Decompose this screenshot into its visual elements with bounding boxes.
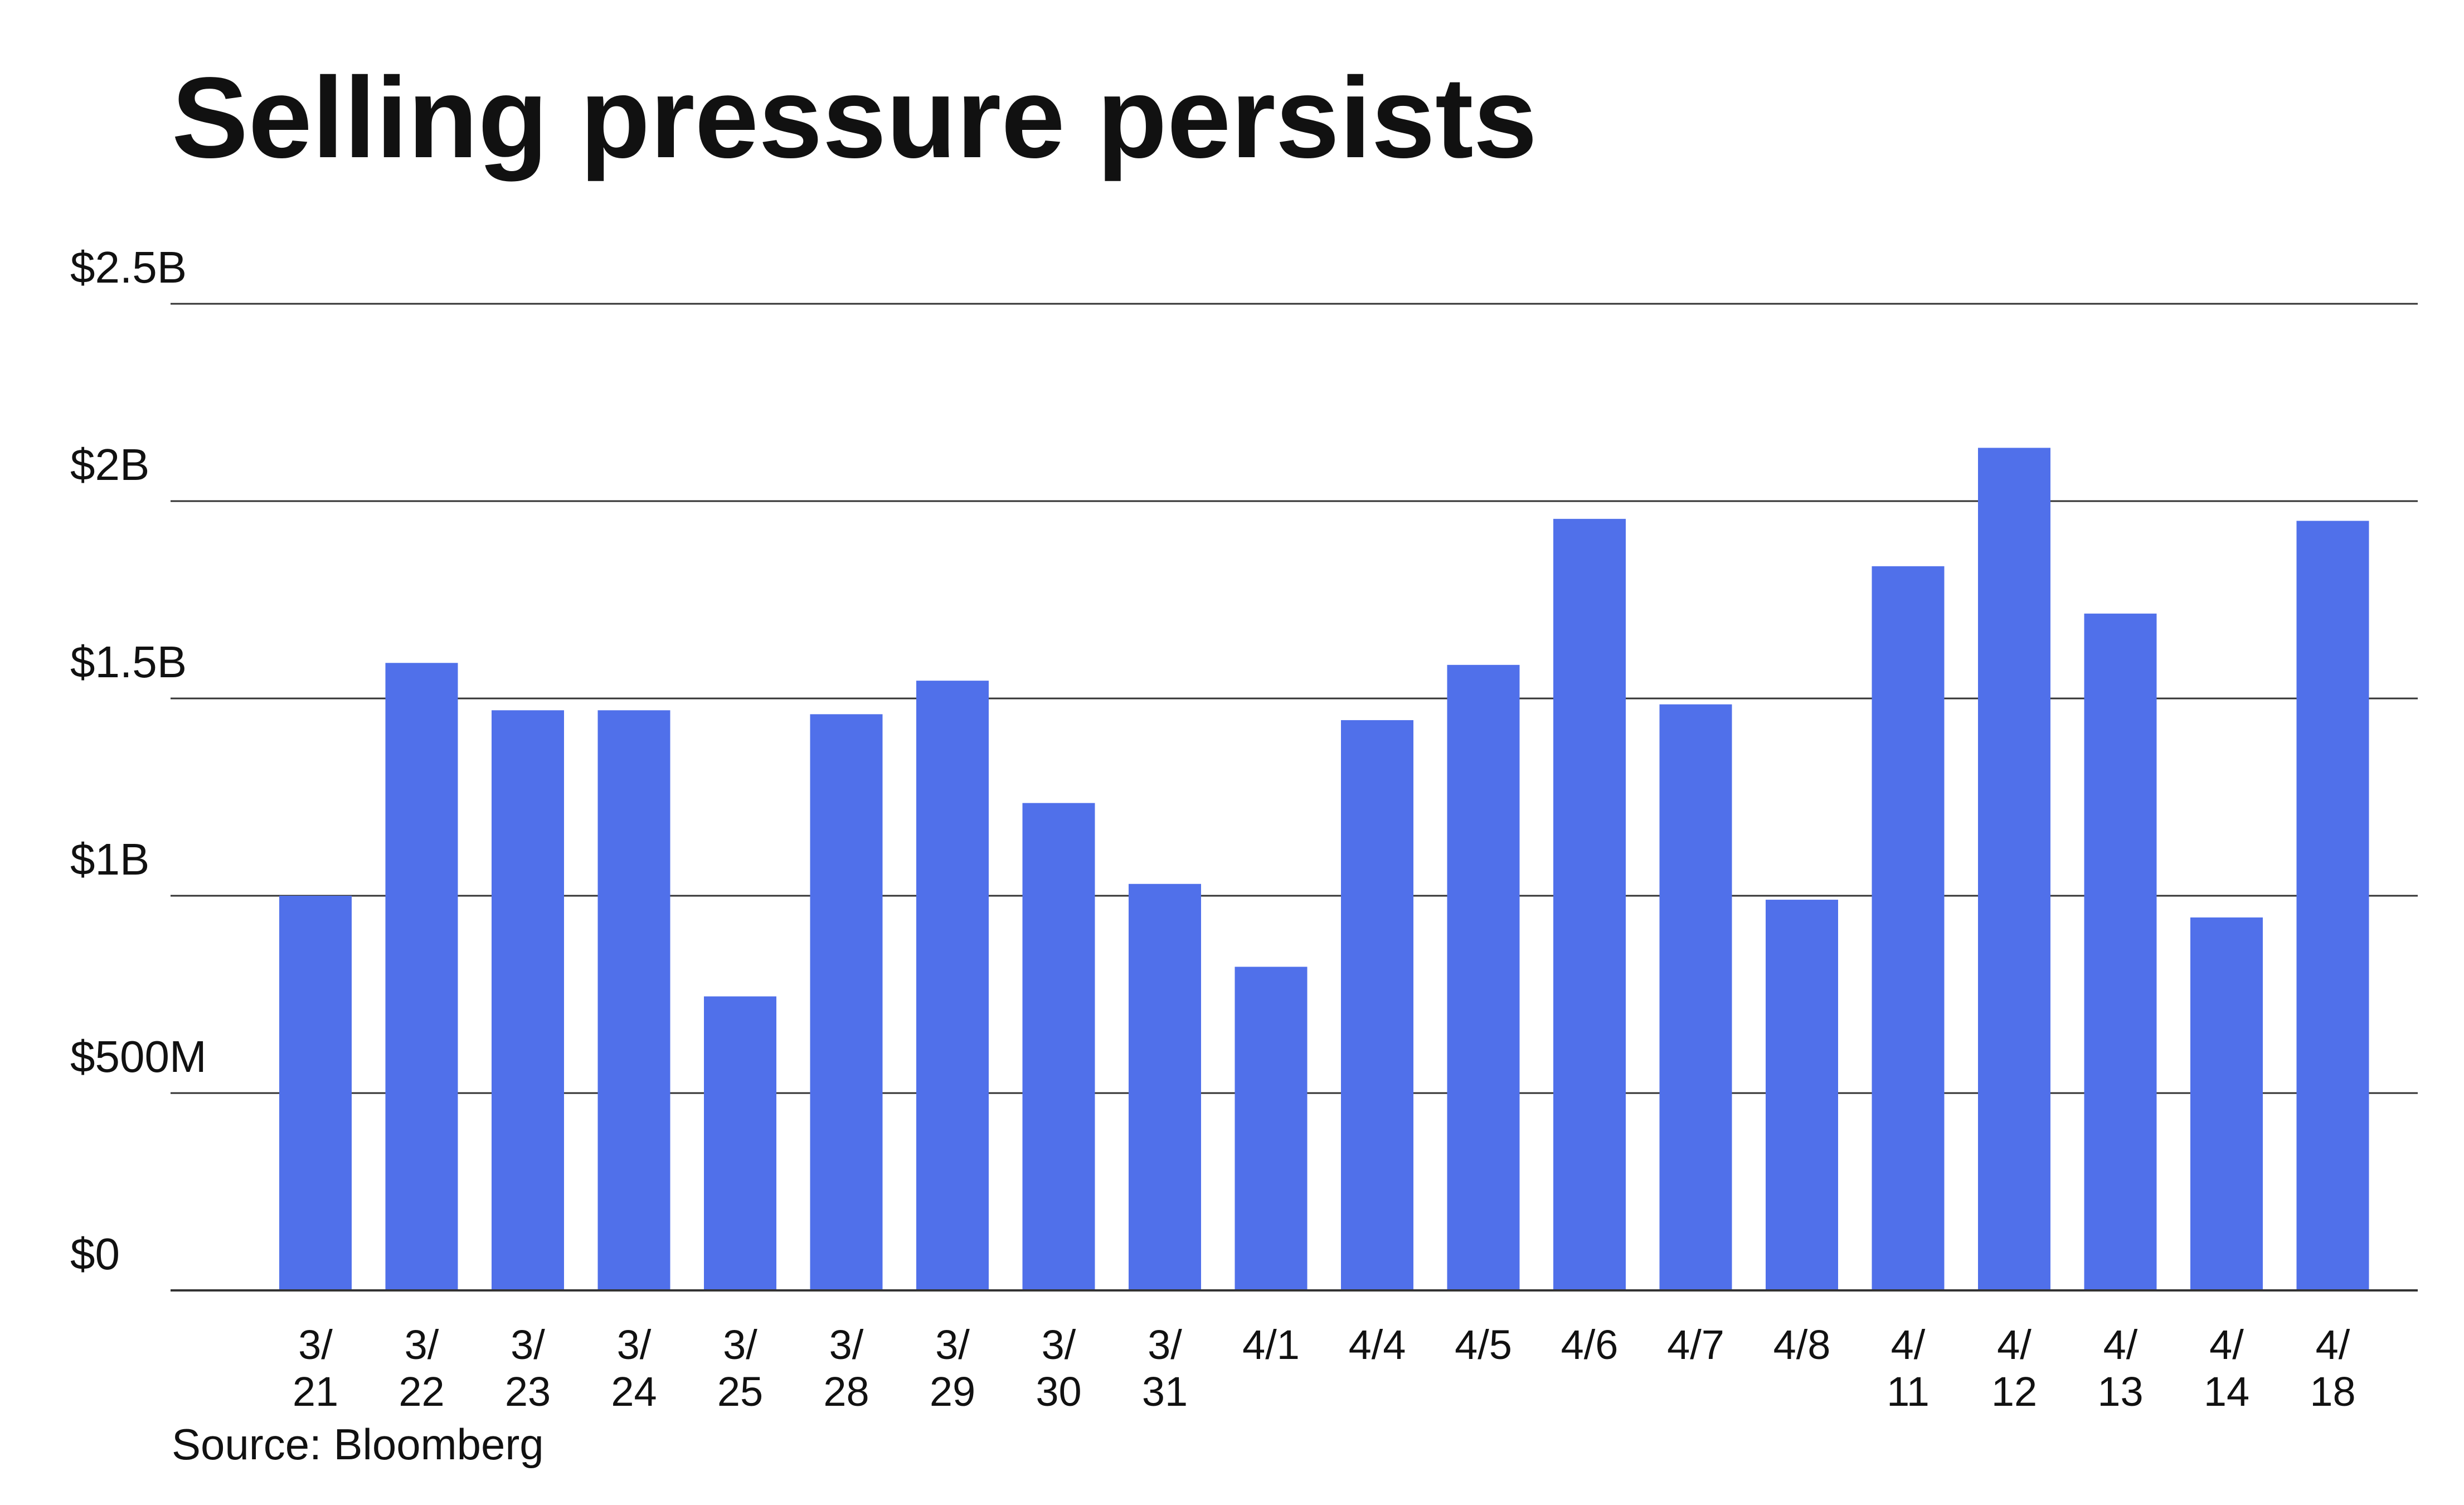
bar xyxy=(1766,900,1838,1290)
x-tick-label-line: 22 xyxy=(398,1368,444,1415)
x-tick-label-line: 24 xyxy=(611,1368,657,1415)
x-tick-label: 4/1 xyxy=(1242,1322,1300,1368)
bar xyxy=(1022,803,1095,1290)
x-tick-label: 3/24 xyxy=(611,1322,657,1415)
x-tick-label-line: 4/8 xyxy=(1773,1322,1831,1368)
x-tick-label: 3/31 xyxy=(1142,1322,1188,1415)
x-tick-label: 3/25 xyxy=(717,1322,763,1415)
x-tick-label-line: 31 xyxy=(1142,1368,1188,1415)
bar xyxy=(492,710,564,1290)
bar xyxy=(810,714,883,1290)
x-tick-label-line: 30 xyxy=(1036,1368,1081,1415)
x-tick-label-line: 4/ xyxy=(1997,1322,2032,1368)
x-axis-tick-labels: 3/213/223/233/243/253/283/293/303/314/1 4… xyxy=(293,1322,2356,1415)
x-tick-label-line: 4/ xyxy=(1891,1322,1926,1368)
y-tick-label: $2B xyxy=(70,440,149,489)
chart-title: Selling pressure persists xyxy=(172,54,1537,182)
source-note: Source: Bloomberg xyxy=(172,1420,544,1469)
x-tick-label-line: 29 xyxy=(930,1368,975,1415)
y-tick-label: $1.5B xyxy=(70,637,187,687)
x-tick-label: 4/8 xyxy=(1773,1322,1831,1368)
bar xyxy=(1235,967,1308,1290)
bar xyxy=(1341,720,1413,1290)
x-tick-label-line: 3/ xyxy=(723,1322,757,1368)
y-tick-label: $1B xyxy=(70,834,149,884)
x-tick-label: 4/5 xyxy=(1455,1322,1512,1368)
x-tick-label: 4/18 xyxy=(2310,1322,2355,1415)
x-tick-label-line: 11 xyxy=(1887,1368,1930,1415)
x-tick-label-line: 23 xyxy=(505,1368,551,1415)
x-tick-label: 4/7 xyxy=(1667,1322,1724,1368)
x-tick-label-line: 4/ xyxy=(2209,1322,2244,1368)
bar xyxy=(1129,883,1201,1290)
x-tick-label-line: 3/ xyxy=(405,1322,439,1368)
bar xyxy=(1447,664,1520,1290)
x-tick-label: 4/14 xyxy=(2204,1322,2249,1415)
x-tick-label: 3/28 xyxy=(823,1322,869,1415)
x-tick-label-line: 3/ xyxy=(829,1322,864,1368)
bar xyxy=(1872,566,1945,1290)
x-tick-label-line: 3/ xyxy=(935,1322,970,1368)
x-tick-label: 3/23 xyxy=(505,1322,551,1415)
bar xyxy=(597,710,670,1290)
bars xyxy=(171,448,2418,1292)
bar xyxy=(1659,704,1732,1290)
x-tick-label: 3/30 xyxy=(1036,1322,1081,1415)
x-tick-label: 4/13 xyxy=(2097,1322,2143,1415)
y-tick-label: $500M xyxy=(70,1032,207,1081)
bar xyxy=(1553,518,1626,1290)
x-tick-label-line: 18 xyxy=(2310,1368,2355,1415)
x-tick-label: 4/4 xyxy=(1349,1322,1406,1368)
x-tick-label: 3/29 xyxy=(930,1322,975,1415)
x-tick-label: 3/21 xyxy=(293,1322,338,1415)
y-axis-tick-labels: $0 $500M $1B $1.5B $2B $2.5B xyxy=(70,242,207,1279)
x-tick-label-line: 4/5 xyxy=(1455,1322,1512,1368)
x-tick-label-line: 13 xyxy=(2097,1368,2143,1415)
x-tick-label-line: 25 xyxy=(717,1368,763,1415)
bar xyxy=(2296,521,2369,1290)
x-tick-label-line: 4/6 xyxy=(1561,1322,1619,1368)
bar xyxy=(2190,917,2263,1290)
x-tick-label: 4/11 xyxy=(1887,1322,1930,1415)
bar xyxy=(279,896,352,1290)
bar xyxy=(704,996,776,1290)
x-tick-label-line: 3/ xyxy=(617,1322,652,1368)
x-tick-label-line: 4/7 xyxy=(1667,1322,1724,1368)
y-tick-label: $0 xyxy=(70,1229,120,1279)
x-tick-label-line: 4/ xyxy=(2103,1322,2138,1368)
x-tick-label: 4/12 xyxy=(1991,1322,2037,1415)
bar xyxy=(1978,448,2050,1291)
x-tick-label-line: 4/4 xyxy=(1349,1322,1406,1368)
x-tick-label-line: 28 xyxy=(823,1368,869,1415)
x-tick-label-line: 14 xyxy=(2204,1368,2249,1415)
x-tick-label: 4/6 xyxy=(1561,1322,1619,1368)
x-tick-label-line: 3/ xyxy=(511,1322,545,1368)
x-tick-label-line: 4/ xyxy=(2316,1322,2350,1368)
x-tick-label-line: 4/1 xyxy=(1242,1322,1300,1368)
x-tick-label-line: 12 xyxy=(1991,1368,2037,1415)
y-tick-label: $2.5B xyxy=(70,242,187,292)
x-tick-label-line: 3/ xyxy=(1042,1322,1076,1368)
x-tick-label-line: 3/ xyxy=(298,1322,333,1368)
bar xyxy=(385,663,458,1290)
x-tick-label: 3/22 xyxy=(398,1322,444,1415)
bar xyxy=(916,681,989,1290)
bar xyxy=(2084,613,2157,1290)
x-tick-label-line: 3/ xyxy=(1148,1322,1182,1368)
x-tick-label-line: 21 xyxy=(293,1368,338,1415)
